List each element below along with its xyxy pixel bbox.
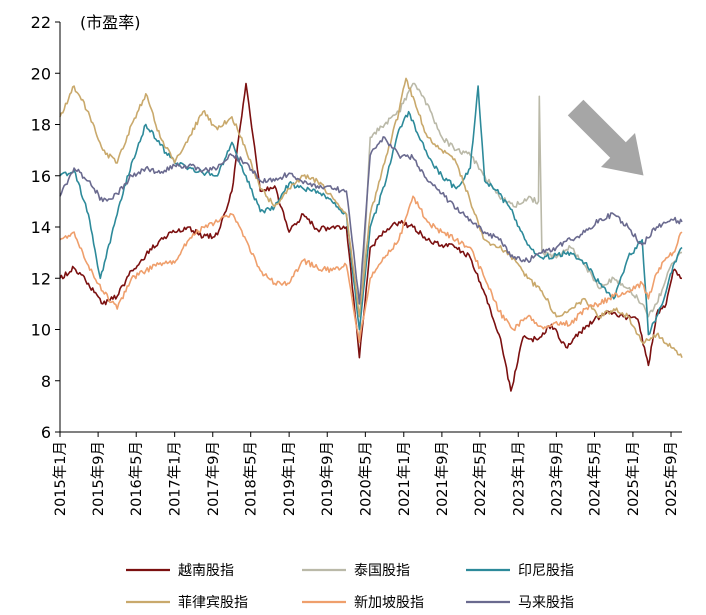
y-tick-label: 18 (31, 116, 51, 135)
annotation-layer (567, 99, 644, 176)
x-tick-label: 2018年5月 (243, 441, 260, 516)
x-tick-label: 2023年9月 (548, 441, 565, 516)
legend-label: 泰国股指 (354, 563, 410, 579)
axes: 6 8 10 12 14 16 18 20 22 2015年1月 2015年9月 2016年5月 201… (31, 13, 682, 516)
x-tick-label: 2025年9月 (663, 441, 680, 516)
series-layer (59, 77, 683, 392)
y-tick-label: 6 (41, 423, 51, 442)
x-tick-label: 2023年1月 (510, 441, 527, 516)
series-line-6 (59, 136, 683, 305)
legend-label: 菲律宾股指 (178, 595, 248, 611)
y-tick-label: 8 (41, 372, 51, 391)
x-tick-label: 2019年9月 (319, 441, 336, 516)
y-tick-label: 16 (31, 167, 51, 186)
x-tick-label: 2025年1月 (625, 441, 642, 516)
x-tick-label: 2022年5月 (472, 441, 489, 516)
y-tick-label: 12 (31, 269, 51, 288)
x-tick-label: 2020年5月 (357, 441, 374, 516)
x-tick-label: 2021年9月 (434, 441, 451, 516)
x-tick-label: 2015年1月 (52, 441, 69, 516)
legend-label: 越南股指 (178, 563, 234, 579)
y-axis-unit-label: (市盈率) (80, 13, 141, 32)
x-tick-label: 2015年9月 (90, 441, 107, 516)
series-line-3 (59, 85, 683, 336)
y-tick-label: 10 (31, 321, 51, 340)
y-tick-label: 14 (31, 218, 51, 237)
legend-label: 印尼股指 (518, 563, 574, 579)
trend-arrow-icon (567, 99, 644, 176)
series-line-2 (358, 82, 683, 343)
x-tick-label: 2016年5月 (128, 441, 145, 516)
y-tick-label: 22 (31, 13, 51, 32)
series-line-4 (59, 77, 683, 358)
legend-label: 新加坡股指 (354, 595, 424, 611)
legend-label: 马来股指 (518, 595, 574, 611)
x-tick-label: 2017年9月 (205, 441, 222, 516)
y-tick-label: 20 (31, 64, 51, 83)
x-tick-label: 2021年1月 (396, 441, 413, 516)
x-tick-label: 2024年5月 (587, 441, 604, 516)
series-line-1 (59, 82, 683, 392)
series-line-5 (59, 195, 683, 344)
x-tick-label: 2017年1月 (167, 441, 184, 516)
x-tick-label: 2019年1月 (281, 441, 298, 516)
